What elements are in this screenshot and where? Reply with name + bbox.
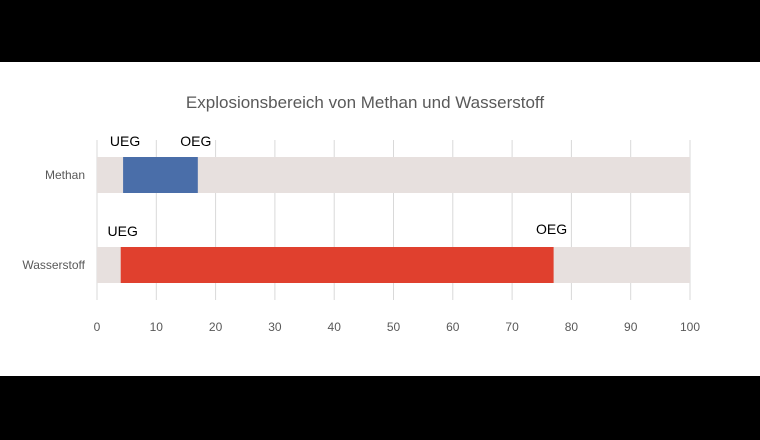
range-bar-wasserstoff [120, 247, 554, 283]
x-tick-label: 30 [268, 320, 282, 334]
category-label: Wasserstoff [22, 258, 85, 272]
x-tick-label: 60 [446, 320, 460, 334]
x-tick-label: 70 [505, 320, 519, 334]
x-tick-label: 0 [94, 320, 101, 334]
x-tick-label: 40 [328, 320, 342, 334]
x-tick-label: 50 [387, 320, 401, 334]
x-tick-label: 80 [565, 320, 579, 334]
ueg-label: UEG [110, 133, 140, 149]
x-tick-label: 100 [680, 320, 700, 334]
chart-title: Explosionsbereich von Methan und Wassers… [186, 93, 544, 112]
oeg-label: OEG [536, 221, 567, 237]
oeg-label: OEG [180, 133, 211, 149]
ueg-label: UEG [108, 223, 138, 239]
x-tick-label: 20 [209, 320, 223, 334]
x-tick-label: 10 [150, 320, 164, 334]
x-tick-label: 90 [624, 320, 638, 334]
range-bar-methan [123, 157, 198, 193]
chart-panel [0, 62, 760, 376]
category-label: Methan [45, 168, 85, 182]
